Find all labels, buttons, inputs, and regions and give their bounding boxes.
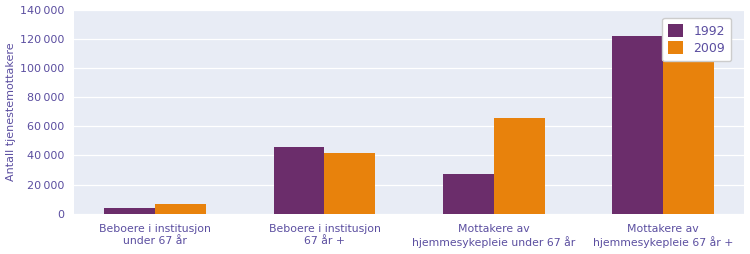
- Bar: [443, 174, 494, 214]
- Bar: [612, 36, 663, 214]
- Bar: [325, 153, 375, 214]
- Y-axis label: Antall tjenestemottakere: Antall tjenestemottakere: [5, 42, 16, 181]
- Bar: [274, 147, 325, 214]
- Bar: [494, 118, 544, 214]
- Bar: [104, 208, 155, 214]
- Legend: 1992, 2009: 1992, 2009: [662, 18, 731, 61]
- Bar: [663, 53, 714, 214]
- Bar: [155, 204, 206, 214]
